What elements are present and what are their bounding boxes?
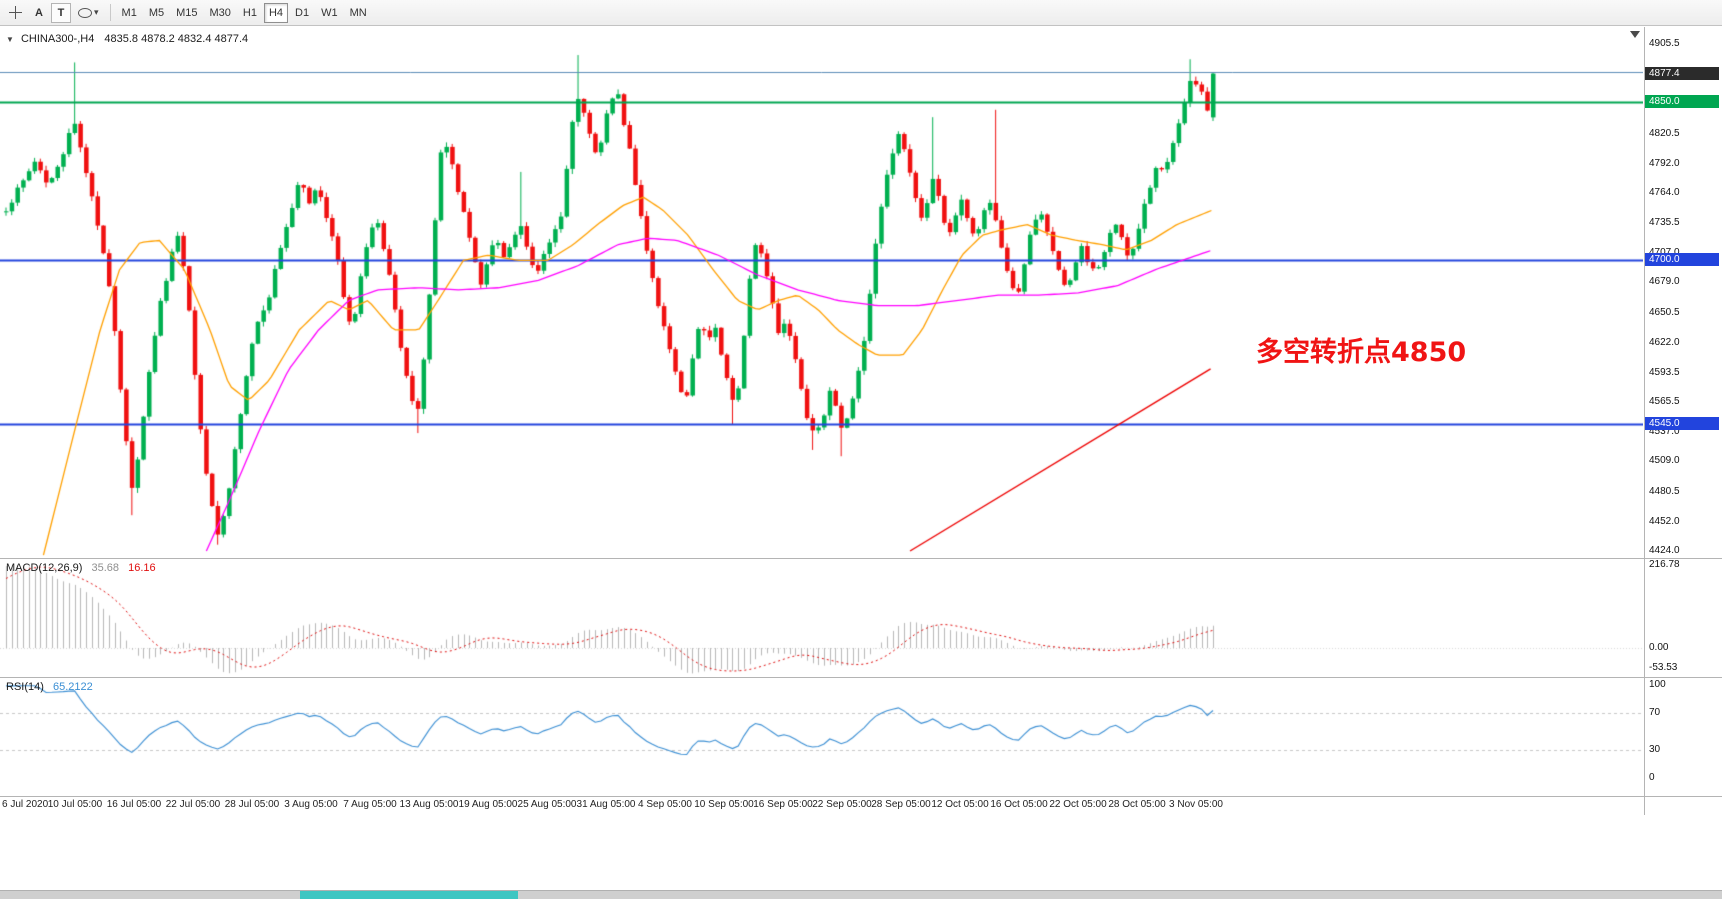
price-axis-tick: 4905.5 xyxy=(1649,38,1680,49)
rsi-panel-canvas[interactable] xyxy=(0,678,1643,796)
timeframe-button-w1[interactable]: W1 xyxy=(321,6,338,19)
price-axis-tick: 4764.0 xyxy=(1649,186,1680,198)
timeframe-button-h4[interactable]: H4 xyxy=(263,2,289,23)
time-axis-label: 22 Sep 05:00 xyxy=(812,799,872,810)
time-axis-label: 3 Nov 05:00 xyxy=(1169,799,1223,810)
toolbar-separator xyxy=(109,4,111,21)
price-axis-tick: 4820.5 xyxy=(1649,127,1680,139)
price-axis-tick: 4792.0 xyxy=(1649,157,1680,169)
time-axis-label: 28 Oct 05:00 xyxy=(1108,799,1166,810)
price-axis-divider xyxy=(1644,27,1645,815)
price-axis-tick: 4509.0 xyxy=(1649,455,1680,467)
chart-title: ▼ CHINA300-,H4 4835.8 4878.2 4832.4 4877… xyxy=(6,33,248,45)
rsi-axis-tick: 30 xyxy=(1649,743,1661,755)
price-axis-tick: 4593.5 xyxy=(1649,366,1680,378)
macd-signal-value: 16.16 xyxy=(128,562,156,574)
price-axis-tick: 4565.5 xyxy=(1649,396,1680,407)
time-axis-label: 4 Sep 05:00 xyxy=(638,799,692,810)
timeframe-button-m15[interactable]: M15 xyxy=(176,6,198,19)
price-axis-tick: 4650.5 xyxy=(1649,306,1680,318)
ellipse-shape-icon xyxy=(78,7,92,18)
timeframe-button-m1[interactable]: M1 xyxy=(121,6,137,19)
text-tool-button[interactable]: T xyxy=(51,2,71,23)
macd-panel-canvas[interactable] xyxy=(0,559,1643,677)
time-axis-label: 16 Sep 05:00 xyxy=(753,799,813,810)
rsi-indicator-label: RSI(14) 65.2122 xyxy=(6,681,93,693)
time-axis-label: 19 Aug 05:00 xyxy=(458,799,518,810)
toolbar: A T ▾ M1 M5 M15 M30 H1 H4 D1 W1 MN xyxy=(0,0,1722,26)
rsi-axis-tick: 100 xyxy=(1649,679,1666,690)
ohlc-readout: 4835.8 4878.2 4832.4 4877.4 xyxy=(104,33,249,45)
price-badge-4700.0: 4700.0 xyxy=(1645,253,1719,267)
macd-axis-tick: -53.53 xyxy=(1649,662,1678,674)
price-badge-4877.4: 4877.4 xyxy=(1645,66,1719,80)
time-axis-label: 28 Sep 05:00 xyxy=(871,799,931,810)
time-axis-label: 31 Aug 05:00 xyxy=(576,799,636,810)
timeframe-button-mn[interactable]: MN xyxy=(349,6,367,19)
shapes-tool-button[interactable]: ▾ xyxy=(73,3,104,23)
crosshair-tool-button[interactable] xyxy=(4,3,27,23)
text-label-tool-button[interactable]: A xyxy=(35,6,43,19)
rsi-axis-tick: 70 xyxy=(1649,706,1661,718)
time-axis-label: 22 Jul 05:00 xyxy=(165,799,221,810)
symbol-title: CHINA300-,H4 xyxy=(20,33,95,45)
time-axis-label: 7 Aug 05:00 xyxy=(343,799,397,810)
dropdown-caret-icon: ▾ xyxy=(94,7,99,17)
one-click-trading-arrow-icon[interactable]: ▼ xyxy=(6,35,14,44)
time-axis-label: 12 Oct 05:00 xyxy=(931,799,989,810)
text-annotation[interactable]: 多空转折点4850 xyxy=(1256,337,1467,368)
rsi-axis-tick: 0 xyxy=(1649,771,1655,783)
bottom-scrollbar-thumb[interactable] xyxy=(300,891,518,899)
panel-separator[interactable] xyxy=(0,558,1722,559)
price-axis-tick: 4707.0 xyxy=(1649,247,1719,258)
timeframe-toolbar: M1 M5 M15 M30 H1 H4 D1 W1 MN xyxy=(116,2,373,23)
chart-shift-marker[interactable] xyxy=(1630,31,1640,38)
price-badge-4545.0: 4545.0 xyxy=(1645,416,1719,430)
macd-indicator-label: MACD(12,26,9) 35.68 16.16 xyxy=(6,562,156,574)
time-axis-label: 13 Aug 05:00 xyxy=(399,799,459,810)
price-axis-tick: 4452.0 xyxy=(1649,515,1680,527)
price-axis-tick: 4480.5 xyxy=(1649,485,1680,497)
bottom-scrollbar[interactable] xyxy=(0,890,1722,899)
price-axis-tick: 4424.0 xyxy=(1649,545,1680,556)
time-axis-label: 6 Jul 2020 xyxy=(2,799,49,810)
time-axis-label: 16 Jul 05:00 xyxy=(106,799,162,810)
time-axis-label: 22 Oct 05:00 xyxy=(1049,799,1107,810)
macd-axis-tick: 0.00 xyxy=(1649,642,1669,653)
timeframe-button-h1[interactable]: H1 xyxy=(242,6,257,19)
macd-name: MACD(12,26,9) xyxy=(6,562,83,574)
macd-axis-tick: 216.78 xyxy=(1649,559,1680,570)
price-axis-tick: 4622.0 xyxy=(1649,336,1680,348)
rsi-name: RSI(14) xyxy=(6,681,44,693)
macd-main-value: 35.68 xyxy=(91,562,120,574)
price-badge-4850.0: 4850.0 xyxy=(1645,95,1719,109)
timeframe-button-d1[interactable]: D1 xyxy=(295,6,310,19)
line-studies-toolbar: A T ▾ xyxy=(3,2,105,23)
panel-separator[interactable] xyxy=(0,677,1722,678)
crosshair-icon xyxy=(9,6,22,19)
time-axis-label: 10 Jul 05:00 xyxy=(47,799,103,810)
rsi-value: 65.2122 xyxy=(52,681,93,693)
time-axis-label: 25 Aug 05:00 xyxy=(517,799,577,810)
timeframe-button-m5[interactable]: M5 xyxy=(148,6,165,19)
price-axis-tick: 4735.5 xyxy=(1649,217,1680,228)
time-axis-label: 3 Aug 05:00 xyxy=(284,799,338,810)
price-axis-tick: 4537.0 xyxy=(1649,426,1680,437)
price-axis-tick: 4679.0 xyxy=(1649,276,1680,288)
chart-area[interactable]: ▼ CHINA300-,H4 4835.8 4878.2 4832.4 4877… xyxy=(0,27,1722,899)
timeframe-button-m30[interactable]: M30 xyxy=(209,6,231,19)
time-axis-label: 10 Sep 05:00 xyxy=(694,799,754,810)
price-chart-canvas[interactable] xyxy=(0,28,1643,558)
time-axis-label: 28 Jul 05:00 xyxy=(224,799,280,810)
panel-separator[interactable] xyxy=(0,796,1722,797)
time-axis-label: 16 Oct 05:00 xyxy=(990,799,1048,810)
